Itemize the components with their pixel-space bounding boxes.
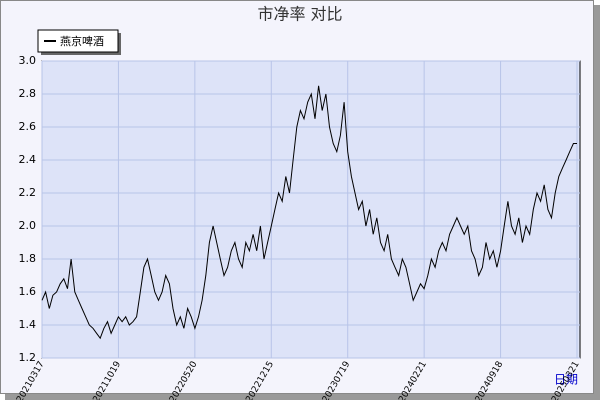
legend-label: 燕京啤酒 xyxy=(60,34,104,48)
y-tick-label: 2.8 xyxy=(19,87,37,100)
y-tick-label: 2.2 xyxy=(19,186,37,199)
y-tick-label: 2.4 xyxy=(19,153,37,166)
y-tick-label: 1.4 xyxy=(19,318,37,331)
y-tick-label: 1.2 xyxy=(19,351,37,364)
plot-area xyxy=(41,60,581,359)
y-tick-label: 2.6 xyxy=(19,120,37,133)
y-tick-label: 2.0 xyxy=(19,219,37,232)
line xyxy=(41,85,577,340)
y-tick-label: 1.6 xyxy=(19,285,37,298)
legend xyxy=(37,29,119,53)
y-tick-label: 3.0 xyxy=(19,54,37,67)
y-tick-label: 1.8 xyxy=(19,252,37,265)
shadow xyxy=(5,394,600,400)
chart-title: 市净率 对比 xyxy=(257,5,342,24)
shadow xyxy=(594,5,600,400)
x-axis-label: 日期 xyxy=(554,373,578,387)
